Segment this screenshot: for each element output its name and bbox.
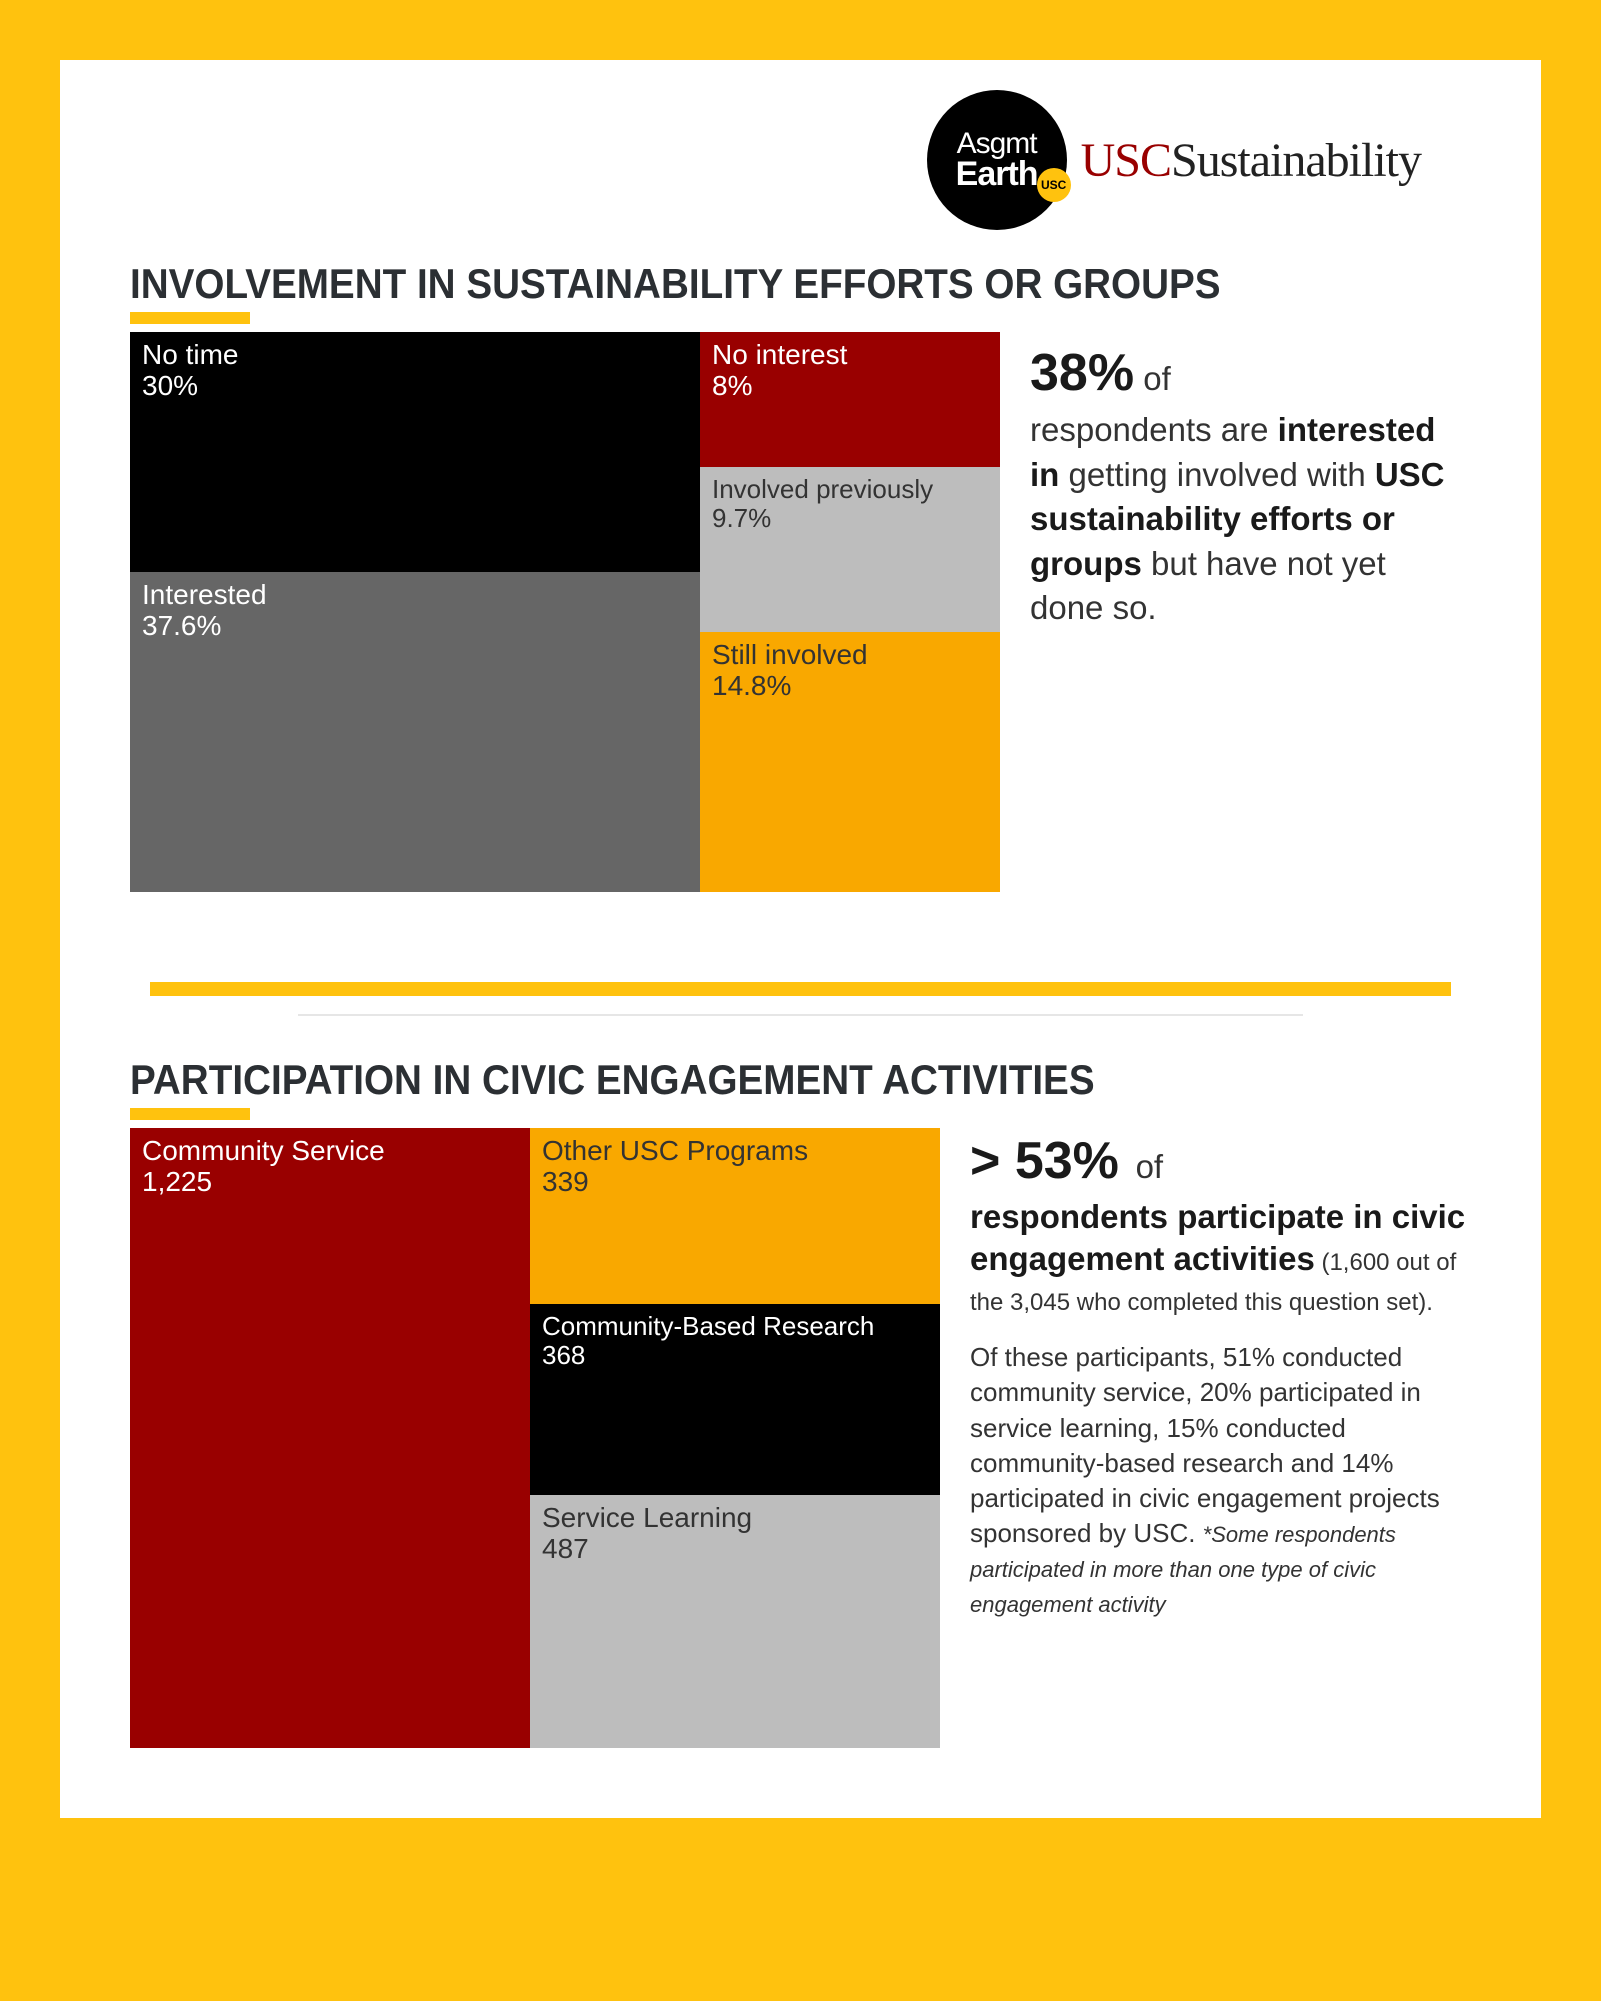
logo-sust: Sustainability (1171, 134, 1421, 187)
usc-sustainability-logo: USCSustainability (1081, 133, 1421, 188)
section2-title: PARTICIPATION IN CIVIC ENGAGEMENT ACTIVI… (130, 1056, 1364, 1104)
asgmt-earth-logo: Asgmt Earth USC (927, 90, 1067, 230)
tile-label: No interest (712, 340, 988, 371)
section2-callout: > 53% of respondents participate in civi… (970, 1128, 1471, 1621)
section2-row: Community Service1,225Other USC Programs… (130, 1128, 1471, 1748)
callout2-t1: of (1136, 1148, 1164, 1185)
title-underline (130, 312, 250, 324)
section1-row: No time30%Interested37.6%No interest8%In… (130, 332, 1471, 892)
treemap-tile: Interested37.6% (130, 572, 700, 892)
callout2-para: Of these participants, 51% conducted com… (970, 1340, 1471, 1621)
tile-label: Community Service (142, 1136, 518, 1167)
tile-value: 487 (542, 1534, 928, 1565)
tile-label: No time (142, 340, 688, 371)
divider-thin (298, 1014, 1304, 1016)
tile-label: Service Learning (542, 1503, 928, 1534)
treemap-tile: Still involved14.8% (700, 632, 1000, 892)
section-participation: PARTICIPATION IN CIVIC ENGAGEMENT ACTIVI… (130, 1056, 1471, 1748)
tile-value: 30% (142, 371, 688, 402)
tile-label: Community-Based Research (542, 1312, 928, 1341)
callout-t1: of (1134, 360, 1171, 397)
tile-value: 37.6% (142, 611, 688, 642)
tile-value: 339 (542, 1167, 928, 1198)
tile-label: Other USC Programs (542, 1136, 928, 1167)
callout-t2: respondents are (1030, 411, 1278, 448)
divider-bar (150, 982, 1451, 996)
tile-label: Involved previously (712, 475, 988, 504)
section-divider (130, 982, 1471, 1016)
title-underline (130, 1108, 250, 1120)
treemap-tile: Community-Based Research368 (530, 1304, 940, 1495)
tile-value: 9.7% (712, 504, 988, 533)
treemap-tile: Involved previously9.7% (700, 467, 1000, 632)
section-involvement: INVOLVEMENT IN SUSTAINABILITY EFFORTS OR… (130, 260, 1471, 892)
treemap-tile: Other USC Programs339 (530, 1128, 940, 1304)
callout-t3: getting involved with (1059, 456, 1375, 493)
treemap-tile: No time30% (130, 332, 700, 572)
section1-callout: 38% of respondents are interested in get… (1030, 332, 1460, 631)
tile-value: 368 (542, 1341, 928, 1370)
callout2-big: > 53% (970, 1132, 1119, 1190)
treemap-tile: Community Service1,225 (130, 1128, 530, 1748)
page-container: Asgmt Earth USC USCSustainability INVOLV… (60, 60, 1541, 1818)
logo-row: Asgmt Earth USC USCSustainability (130, 90, 1471, 230)
tile-label: Interested (142, 580, 688, 611)
treemap-tile: No interest8% (700, 332, 1000, 467)
logo-usc: USC (1081, 134, 1171, 187)
tile-label: Still involved (712, 640, 988, 671)
logo-line2: Earth (956, 155, 1038, 194)
logo-badge: USC (1037, 168, 1071, 202)
involvement-treemap: No time30%Interested37.6%No interest8%In… (130, 332, 1000, 892)
treemap-tile: Service Learning487 (530, 1495, 940, 1748)
tile-value: 14.8% (712, 671, 988, 702)
section1-title: INVOLVEMENT IN SUSTAINABILITY EFFORTS OR… (130, 260, 1364, 308)
callout2-para-text: Of these participants, 51% conducted com… (970, 1342, 1440, 1547)
tile-value: 1,225 (142, 1167, 518, 1198)
participation-treemap: Community Service1,225Other USC Programs… (130, 1128, 940, 1748)
tile-value: 8% (712, 371, 988, 402)
callout-big: 38% (1030, 344, 1134, 402)
